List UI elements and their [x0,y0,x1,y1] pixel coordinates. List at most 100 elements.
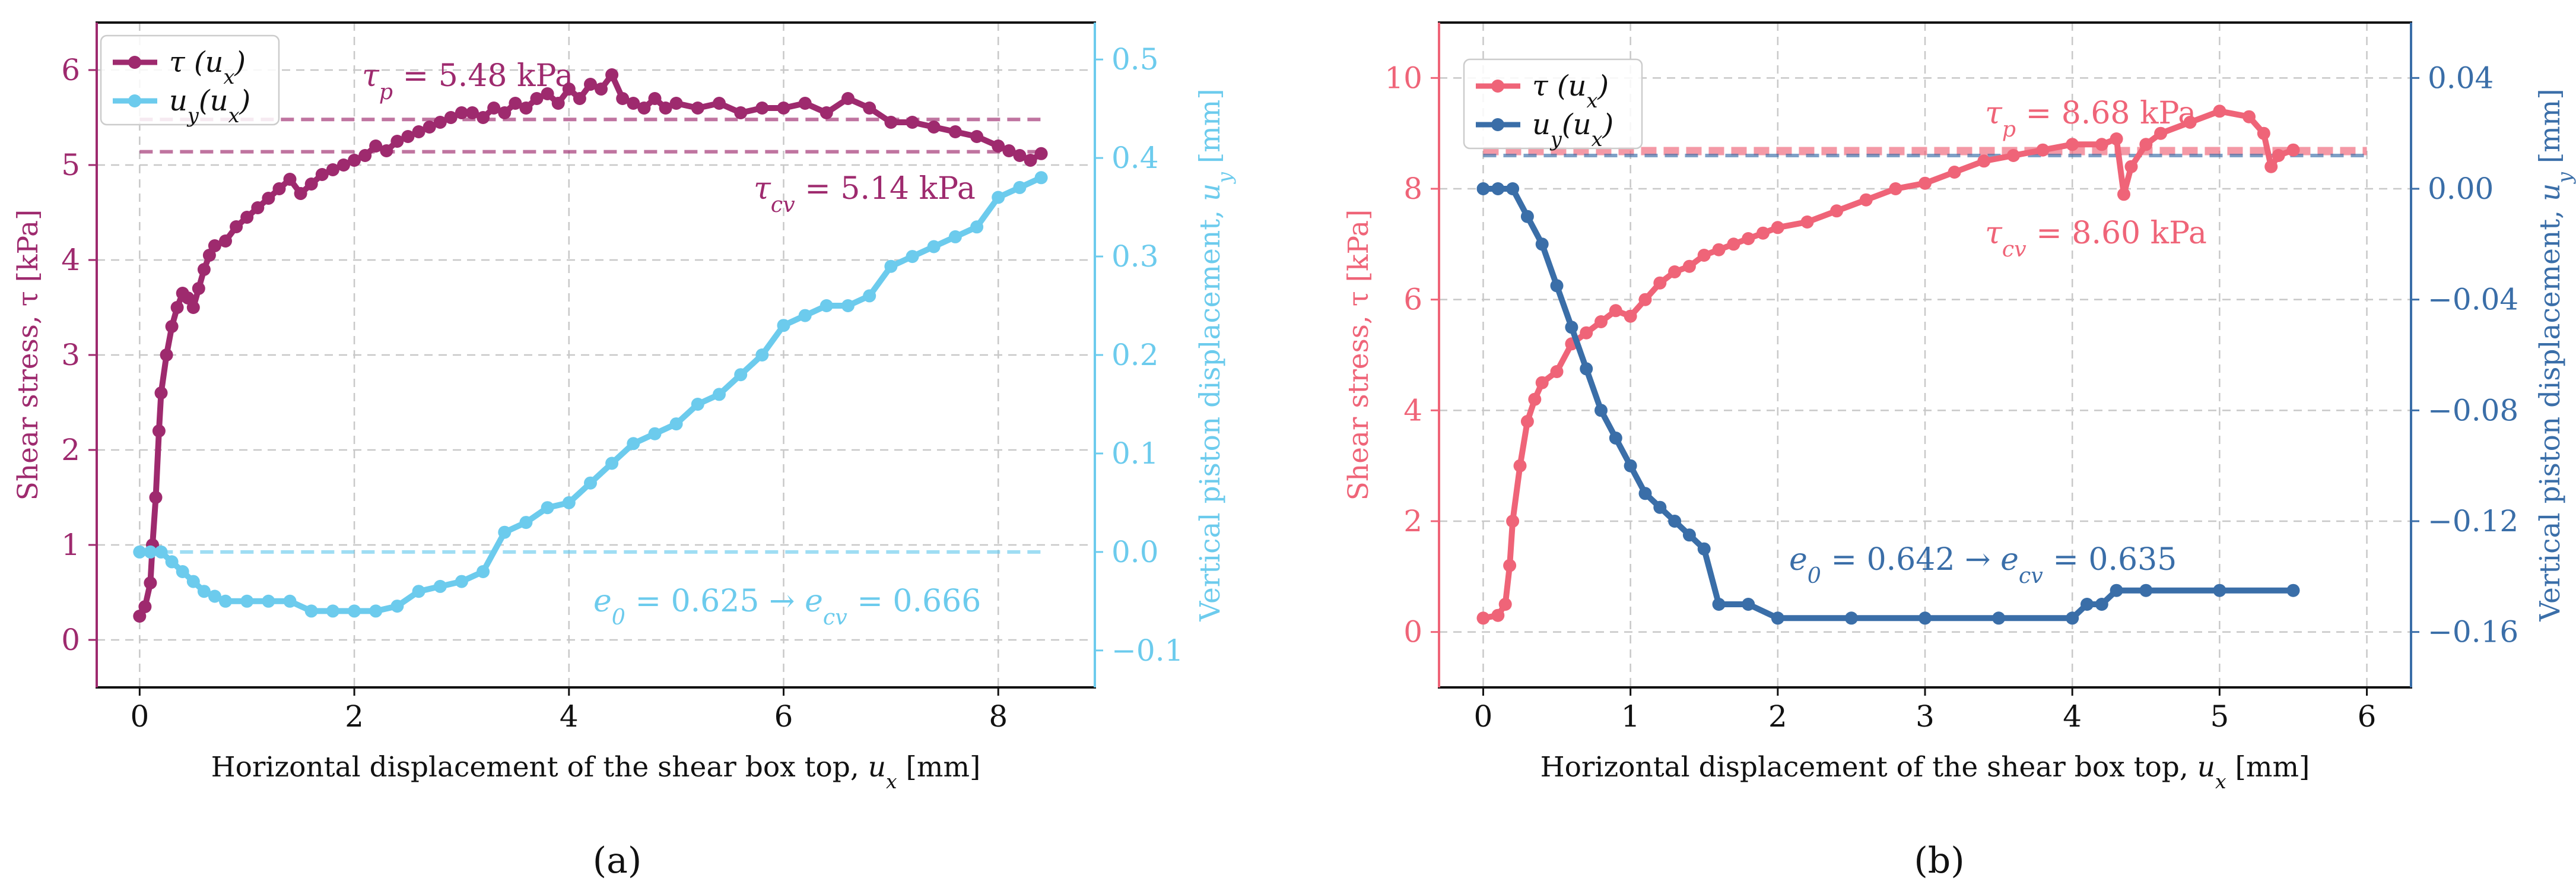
legend-entry-uy: uy(ux) [1532,108,1613,151]
right-y-tick-label: 0.04 [2428,61,2494,95]
data-point-uy [863,289,876,303]
data-point-uy [369,604,383,618]
data-point-tau [1609,304,1622,318]
data-point-tau [2124,160,2138,173]
data-point-tau [1024,154,1037,167]
legend-entry-tau: τ (ux) [169,46,246,88]
data-point-uy [948,230,962,243]
chart-panel-b: 0 1 2 3 4 5 6 0 2 4 6 8 10 −0.16 −0.12 −0.08 −0.04 0.00 0.… [1342,21,2576,882]
data-point-tau [605,68,619,81]
x-tick-label: 5 [2210,699,2229,734]
data-point-tau [192,282,205,295]
data-point-tau [181,291,195,305]
data-point-tau [202,249,216,262]
data-point-tau [2286,143,2300,157]
data-point-tau [133,610,147,623]
data-point-tau [230,220,243,233]
data-point-tau [906,116,919,129]
annotation-tau-p: τp = 8.68 kPa [1985,96,2196,142]
right-y-tick-label: −0.08 [2428,393,2518,427]
data-point-tau [401,130,415,143]
data-point-tau [1013,149,1027,162]
data-point-tau [240,211,254,224]
data-point-tau [509,97,522,110]
chart-panel-a: 0 2 4 6 8 0 1 2 3 4 5 6 −0.1 0.0 0.1 0.2 0.3 0.4 0.5 Horizo… [12,21,1236,882]
x-tick-label: 2 [345,699,364,734]
data-point-tau [691,102,704,115]
data-point-tau [262,192,275,205]
left-y-tick-label: 3 [61,338,80,372]
data-point-tau [2272,149,2285,162]
right-y-tick-label: 0.2 [1111,338,1159,372]
data-point-tau [1756,226,1770,240]
data-point-tau [755,102,769,115]
data-point-uy [648,427,662,440]
data-point-tau [149,491,163,504]
data-point-uy [186,575,200,588]
data-point-uy [1535,237,1549,251]
data-point-uy [798,309,812,322]
data-point-uy [165,555,179,569]
data-point-uy [1742,598,1755,611]
series-line-tau [136,72,1043,618]
data-point-uy [219,594,232,608]
data-point-tau [1506,515,1520,528]
legend-entry-tau: τ (ux) [1532,69,1609,112]
data-point-tau [2139,138,2153,151]
data-point-uy [176,565,189,578]
data-point-uy [1520,210,1534,223]
data-point-tau [154,386,168,399]
data-point-tau [2243,110,2256,123]
legend-swatch-marker [128,94,141,107]
data-point-uy [1638,487,1652,500]
right-y-tick-label: 0.1 [1111,436,1159,471]
data-point-uy [519,516,533,529]
data-point-tau [466,106,479,119]
left-y-tick-label: 4 [61,243,80,277]
data-point-tau [1653,276,1667,290]
data-point-uy [197,585,211,598]
data-point-tau [2154,126,2168,140]
data-point-uy [326,604,339,618]
data-point-tau [1918,176,1932,190]
data-point-tau [992,139,1005,153]
annotation-tau-cv: τcv = 8.60 kPa [1985,215,2207,262]
data-point-tau [841,92,855,105]
data-point-uy [541,501,554,515]
data-point-tau [487,102,501,115]
left-y-tick-label: 2 [1403,504,1422,538]
x-tick-label: 1 [1621,699,1640,734]
data-point-tau [637,102,651,115]
data-point-uy [1918,611,1932,625]
annotation-tau-p: τp = 5.48 kPa [362,58,573,104]
data-point-uy [1550,279,1564,293]
data-point-uy [208,589,221,603]
data-point-uy [777,319,790,332]
right-y-axis-label: Vertical piston displacement, uy [mm] [2534,88,2576,622]
data-point-tau [1498,598,1512,611]
left-y-tick-label: 1 [61,528,80,562]
right-y-tick-label: −0.1 [1111,633,1183,668]
data-point-tau [369,139,383,153]
data-point-tau [315,168,329,181]
data-point-uy [2066,611,2079,625]
data-point-uy [906,250,919,264]
data-point-uy [605,456,619,470]
x-axis-label: Horizontal displacement of the shear box… [1540,751,2310,793]
data-point-uy [1844,611,1858,625]
data-point-tau [541,87,554,100]
data-point-tau [1535,376,1549,389]
data-point-uy [691,398,704,411]
data-point-tau [627,97,640,110]
data-point-tau [2095,138,2108,151]
left-y-tick-label: 2 [61,433,80,467]
data-point-tau [863,102,876,115]
data-point-uy [390,600,404,613]
data-point-uy [304,604,318,618]
data-point-tau [358,149,372,162]
data-point-tau [165,320,179,333]
x-tick-label: 2 [1768,699,1787,734]
annotation-void-ratio: e0 = 0.625 → ecv = 0.666 [593,584,981,630]
data-point-tau [186,301,200,314]
